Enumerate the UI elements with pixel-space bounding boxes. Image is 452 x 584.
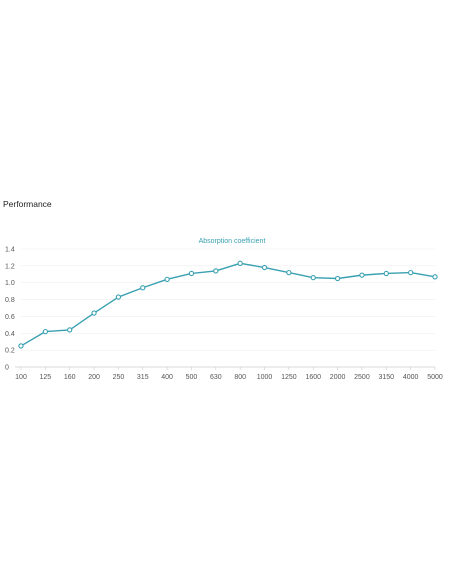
data-point: [383, 270, 389, 277]
y-tick-label: 0.6: [5, 314, 15, 321]
data-point: [42, 328, 49, 335]
x-tick-label: 630: [210, 374, 222, 381]
y-tick-label: 0.4: [5, 331, 15, 338]
chart-title: Absorption coefficient: [199, 238, 266, 245]
x-tick-label: 125: [40, 374, 52, 381]
grid-lines: [21, 248, 435, 351]
data-point: [67, 327, 73, 333]
data-point: [213, 268, 219, 274]
data-point: [261, 264, 268, 271]
x-tick-label: 1250: [281, 374, 297, 381]
y-tick-label: 0: [5, 365, 9, 372]
data-point: [286, 269, 292, 276]
data-point: [407, 269, 414, 276]
data-point: [140, 285, 146, 291]
absorption-line-chart: Absorption coefficient 0 0.2 0.4 0.6 0.8 1.0 1…: [5, 238, 443, 381]
series-line: [20, 262, 436, 347]
x-tick-label: 315: [137, 374, 149, 381]
x-tick-label: 250: [113, 374, 125, 381]
section-title: Performance: [3, 199, 52, 209]
x-tick-label: 200: [88, 374, 100, 381]
x-tick-label: 2500: [354, 374, 370, 381]
data-point: [18, 343, 24, 349]
x-tick-label: 100: [15, 374, 27, 381]
y-tick-label: 1.2: [5, 263, 15, 270]
x-tick-labels: 100 125 160 200 250 315 400 500 630 800 1000 1250 16…: [15, 374, 443, 381]
data-point: [188, 270, 195, 277]
y-tick-label: 1.4: [5, 247, 15, 254]
axes: [15, 366, 436, 370]
x-tick-label: 800: [234, 374, 246, 381]
data-point: [91, 310, 97, 316]
data-point: [359, 272, 365, 278]
x-tick-label: 3150: [379, 374, 395, 381]
x-tick-label: 1000: [257, 374, 273, 381]
data-point: [115, 294, 122, 300]
y-tick-labels: 0 0.2 0.4 0.6 0.8 1.0 1.2 1.4: [5, 247, 15, 372]
x-tick-label: 160: [64, 374, 76, 381]
data-point: [237, 260, 243, 266]
data-point: [334, 275, 341, 282]
x-tick-label: 500: [186, 374, 198, 381]
x-tick-label: 5000: [427, 374, 443, 381]
x-tick-label: 1600: [305, 374, 321, 381]
y-tick-label: 0.2: [5, 348, 15, 355]
series-layer: [18, 260, 438, 349]
x-tick-label: 2000: [330, 374, 346, 381]
y-tick-label: 0.8: [5, 297, 15, 304]
data-point: [164, 276, 170, 282]
y-tick-label: 1.0: [5, 280, 15, 287]
x-tick-label: 400: [161, 374, 173, 381]
x-tick-label: 4000: [403, 374, 419, 381]
data-point: [310, 275, 316, 281]
data-point: [432, 274, 438, 280]
